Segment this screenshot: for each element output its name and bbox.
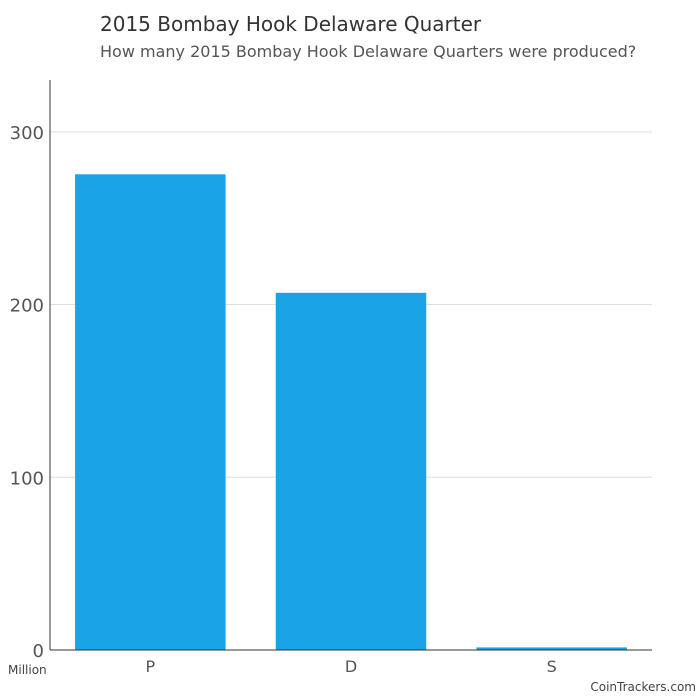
chart-title: 2015 Bombay Hook Delaware Quarter <box>100 12 482 36</box>
chart-subtitle: How many 2015 Bombay Hook Delaware Quart… <box>100 42 637 61</box>
x-tick-label-d: D <box>345 657 357 676</box>
x-tick-label-s: S <box>547 657 557 676</box>
bar-s <box>476 647 627 650</box>
y-tick-label-2: 200 <box>10 296 44 317</box>
x-tick-label-p: P <box>146 657 156 676</box>
y-unit-label: Million <box>8 663 47 677</box>
y-axis: 0 100 200 300 <box>10 80 51 662</box>
source-credit: CoinTrackers.com <box>590 680 696 694</box>
bar-p <box>75 174 226 651</box>
bar-d <box>275 292 427 650</box>
y-tick-label-1: 100 <box>10 468 44 489</box>
y-tick-label-0: 0 <box>33 641 44 662</box>
y-tick-label-3: 300 <box>10 123 44 144</box>
bars <box>75 174 627 651</box>
